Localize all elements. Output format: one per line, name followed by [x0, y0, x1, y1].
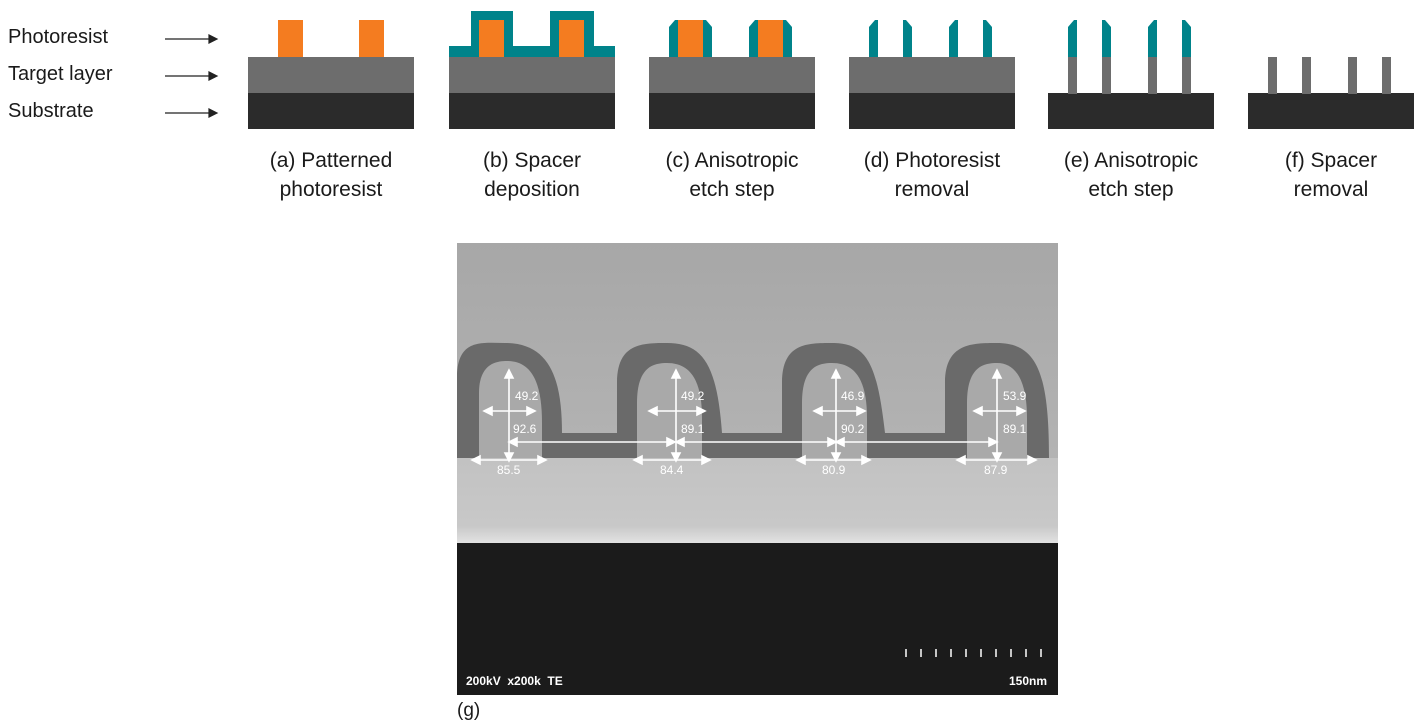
spacer	[1102, 20, 1111, 57]
spacer	[669, 20, 678, 57]
sem-micrograph: 49.2 49.2 46.9 53.9 92.6 89.1 90.2 89.1 …	[457, 243, 1058, 695]
sem-mid-measure: 92.6	[513, 422, 537, 436]
target-fin	[1102, 57, 1111, 94]
spacer	[869, 20, 878, 57]
step-f-spacer-removal: (f) Spacer removal	[1248, 0, 1414, 210]
substrate	[449, 93, 615, 129]
target-fin	[1382, 57, 1391, 94]
target-layer	[849, 57, 1015, 94]
substrate	[649, 93, 815, 129]
sem-scale-bar	[905, 649, 1042, 657]
sem-scale-label: 150nm	[1009, 674, 1048, 688]
step-a-patterned-photoresist: (a) Patterned photoresist	[248, 0, 414, 210]
substrate	[849, 93, 1015, 129]
sem-top-measure: 49.2	[515, 389, 539, 403]
step-caption: (d) Photoresist removal	[863, 149, 1001, 201]
target-fin	[1348, 57, 1357, 94]
sem-bottom-measure: 87.9	[984, 463, 1008, 477]
spacer	[903, 20, 912, 57]
sem-bottom-measure: 80.9	[822, 463, 846, 477]
step-caption: (a) Patterned photoresist	[269, 149, 393, 201]
arrow-head-icon	[208, 108, 219, 118]
substrate	[248, 93, 414, 129]
step-caption: (f) Spacer removal	[1284, 149, 1378, 201]
sem-mid-measure: 89.1	[1003, 422, 1027, 436]
figure-g-caption: (g)	[457, 700, 481, 721]
sem-top-measure: 53.9	[1003, 389, 1027, 403]
photoresist-line	[278, 20, 303, 57]
arrow-head-icon	[208, 71, 219, 81]
step-caption: (e) Anisotropic etch step	[1063, 149, 1199, 201]
spacer	[949, 20, 958, 57]
step-e-anisotropic-etch: (e) Anisotropic etch step	[1048, 0, 1214, 210]
spacer	[703, 20, 712, 57]
target-fin	[1068, 57, 1077, 94]
step-c-anisotropic-etch: (c) Anisotropic etch step	[649, 0, 815, 210]
spacer-film	[449, 11, 615, 57]
spacer	[749, 20, 758, 57]
sem-info-label: 200kV x200k TE	[466, 674, 563, 688]
sem-mid-measure: 90.2	[841, 422, 865, 436]
legend-arrows	[165, 34, 219, 118]
target-layer	[449, 57, 615, 94]
step-d-photoresist-removal: (d) Photoresist removal	[849, 0, 1015, 210]
sem-core	[479, 361, 542, 458]
spacer	[1182, 20, 1191, 57]
sem-top-measure: 46.9	[841, 389, 865, 403]
sem-bottom-measure: 85.5	[497, 463, 521, 477]
target-layer	[649, 57, 815, 94]
spacer	[1068, 20, 1077, 57]
legend-photoresist-label: Photoresist	[8, 26, 109, 48]
step-b-spacer-deposition: (b) Spacer deposition	[449, 0, 615, 210]
legend-target-layer-label: Target layer	[8, 63, 113, 85]
arrow-head-icon	[208, 34, 219, 44]
target-fin	[1148, 57, 1157, 94]
photoresist-line	[559, 20, 584, 57]
target-fin	[1268, 57, 1277, 94]
sem-substrate	[457, 543, 1058, 695]
spacer	[1148, 20, 1157, 57]
target-layer	[248, 57, 414, 94]
substrate	[1248, 93, 1414, 129]
target-fin	[1182, 57, 1191, 94]
step-caption: (b) Spacer deposition	[482, 149, 582, 201]
spacer	[983, 20, 992, 57]
legend-substrate-label: Substrate	[8, 100, 94, 122]
substrate	[1048, 93, 1214, 129]
photoresist-line	[758, 20, 783, 57]
sem-mid-measure: 89.1	[681, 422, 705, 436]
target-fin	[1302, 57, 1311, 94]
photoresist-line	[678, 20, 703, 57]
sem-target-layer	[457, 458, 1058, 543]
spacer	[783, 20, 792, 57]
photoresist-line	[479, 20, 504, 57]
step-caption: (c) Anisotropic etch step	[665, 149, 799, 201]
sem-top-measure: 49.2	[681, 389, 705, 403]
sem-bottom-measure: 84.4	[660, 463, 684, 477]
photoresist-line	[359, 20, 384, 57]
sem-measurement-arrows	[470, 368, 1038, 466]
